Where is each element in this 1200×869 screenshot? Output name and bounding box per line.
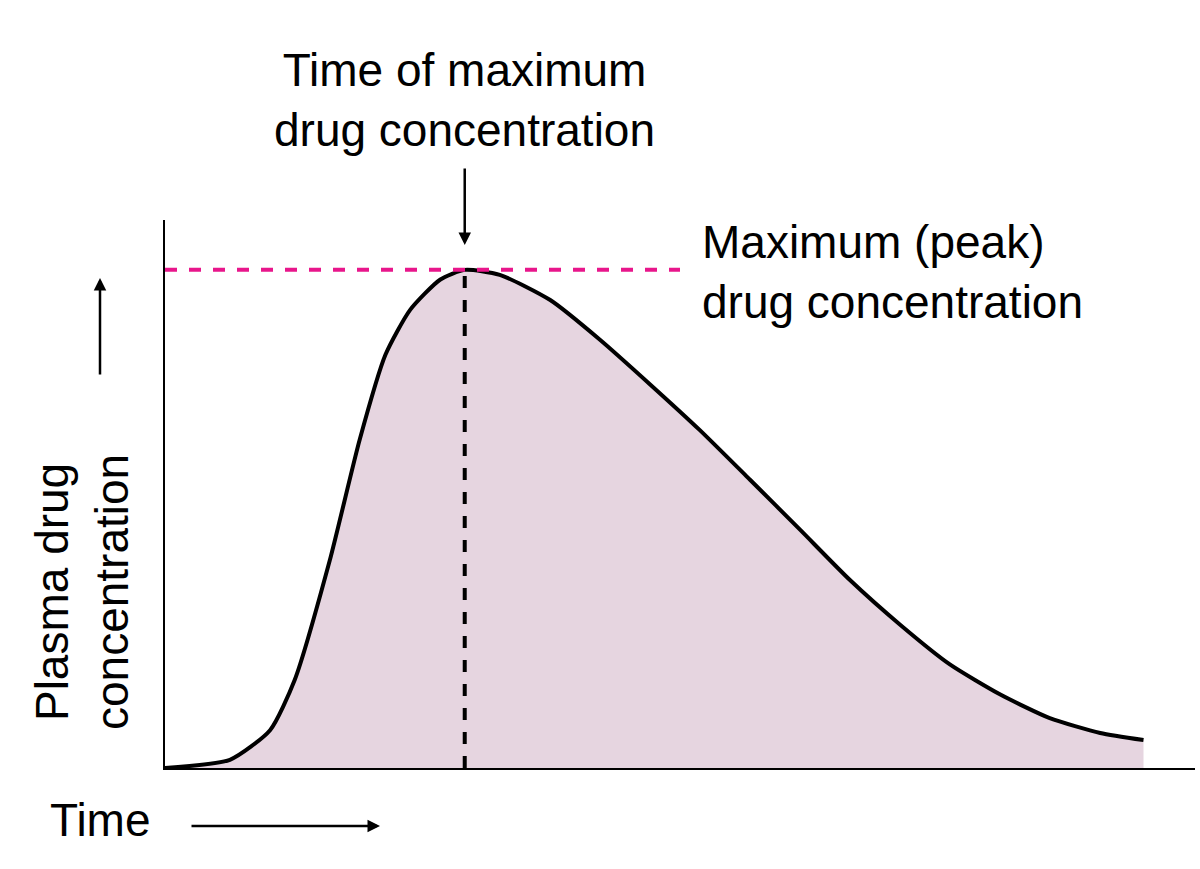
svg-text:Time: Time xyxy=(50,794,151,846)
svg-text:Plasma drugconcentration: Plasma drugconcentration xyxy=(26,454,138,730)
svg-text:Maximum (peak)drug concentrati: Maximum (peak)drug concentration xyxy=(702,216,1083,328)
svg-text:Time of maximumdrug concentrat: Time of maximumdrug concentration xyxy=(274,44,655,156)
